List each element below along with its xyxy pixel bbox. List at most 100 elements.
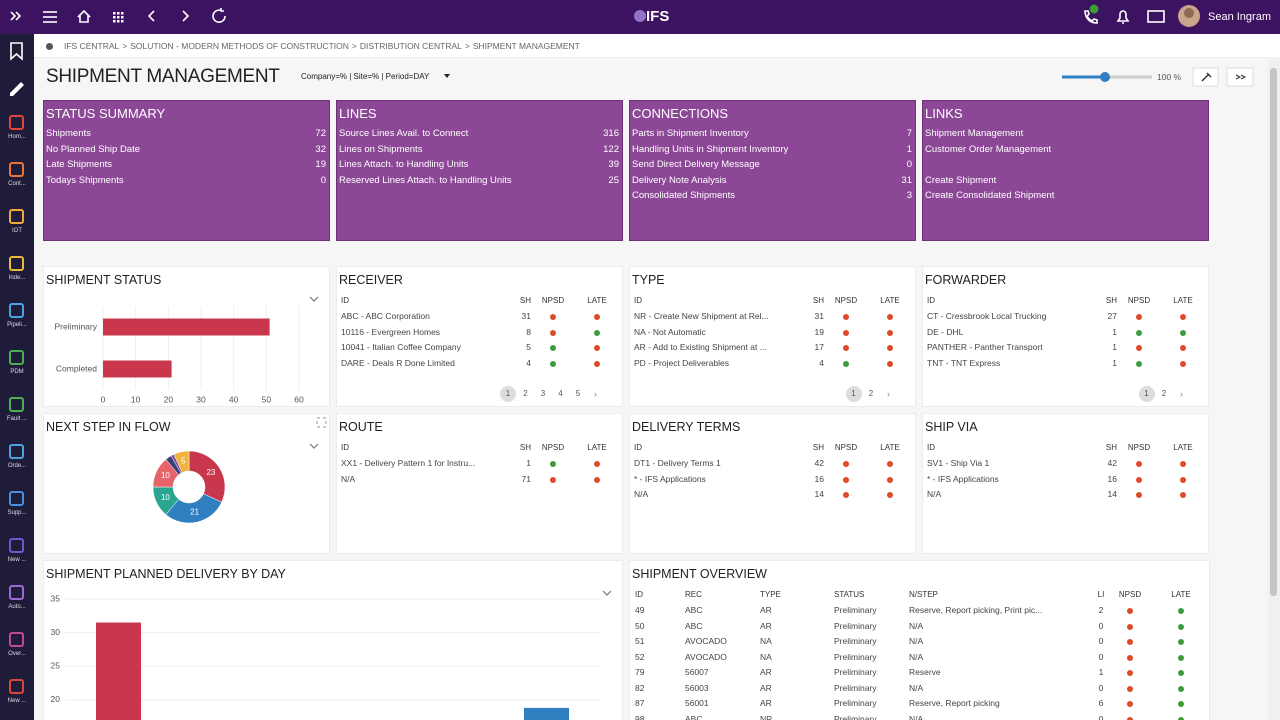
breadcrumb-item[interactable]: SOLUTION - MODERN METHODS OF CONSTRUCTIO… [130, 41, 349, 51]
tile-row-value[interactable]: 32 [315, 143, 326, 155]
sidebar-label[interactable]: IOT [12, 228, 22, 234]
tile-row-value[interactable]: 122 [603, 143, 619, 155]
sidebar-label[interactable]: Pipeli... [7, 322, 27, 328]
row-id[interactable]: N/A [634, 489, 649, 499]
tile-row-value[interactable]: 19 [315, 159, 326, 170]
row-id[interactable]: * - IFS Applications [927, 473, 999, 484]
row-id[interactable]: PD - Project Deliverables [634, 357, 729, 368]
tile-row-label[interactable]: Send Direct Delivery Message [632, 159, 760, 170]
page-button[interactable]: 1 [1138, 386, 1155, 402]
tile-row-label[interactable]: Todays Shipments [46, 174, 124, 186]
breadcrumb-item[interactable]: IFS CENTRAL [64, 41, 120, 51]
page-button[interactable]: 3 [540, 389, 546, 398]
sidebar-icon[interactable] [9, 491, 24, 506]
card-button[interactable] [1147, 10, 1165, 23]
sidebar-label[interactable]: Over... [8, 651, 26, 657]
cell[interactable]: 82 [635, 682, 645, 693]
refresh-button[interactable] [212, 8, 226, 23]
row-id[interactable]: PANTHER - Panther Transport [927, 342, 1043, 352]
scrollbar-thumb[interactable] [1270, 68, 1277, 596]
tile-row-label[interactable]: No Planned Ship Date [46, 143, 141, 155]
sidebar-icon[interactable] [9, 585, 24, 600]
page-button[interactable]: 1 [500, 386, 516, 402]
cell[interactable]: 79 [635, 667, 645, 677]
row-id[interactable]: N/A [341, 473, 356, 484]
row-id[interactable]: SV1 - Ship Via 1 [927, 458, 990, 468]
sidebar-icon[interactable] [9, 538, 24, 553]
sidebar-icon[interactable] [9, 162, 24, 177]
page-button[interactable]: 5 [575, 389, 581, 398]
tile-row-value[interactable]: 39 [608, 159, 619, 170]
bookmark-button[interactable] [10, 42, 23, 61]
tile-link[interactable]: Customer Order Management [925, 143, 1052, 155]
sidebar-label[interactable]: Cont... [8, 181, 26, 187]
tile-row-value[interactable]: 7 [906, 128, 912, 139]
next-page[interactable]: › [887, 389, 890, 399]
tile-row-value[interactable]: 25 [608, 174, 619, 186]
tile-link[interactable]: Shipment Management [925, 128, 1024, 139]
row-id[interactable]: DARE - Deals R Done Limited [341, 357, 455, 368]
phone-button[interactable] [1084, 10, 1098, 24]
sidebar-icon[interactable] [9, 350, 24, 365]
tile-row-label[interactable]: Reserved Lines Attach. to Handling Units [339, 174, 512, 186]
row-id[interactable]: DT1 - Delivery Terms 1 [634, 458, 721, 468]
cell[interactable]: 51 [635, 636, 645, 646]
zoom-knob[interactable] [1100, 72, 1110, 82]
page-button[interactable]: 2 [1161, 389, 1167, 398]
page-button[interactable]: 2 [868, 389, 874, 398]
tile-row-value[interactable]: 3 [906, 190, 912, 201]
tile-link[interactable]: Create Consolidated Shipment [925, 190, 1055, 201]
sidebar-label[interactable]: Inde... [8, 275, 26, 281]
row-id[interactable]: CT - Cressbrook Local Trucking [927, 311, 1047, 321]
row-id[interactable]: DE - DHL [927, 326, 964, 337]
back-button[interactable] [147, 10, 155, 22]
sidebar-label[interactable]: PDM [10, 369, 24, 375]
cell[interactable]: 98 [635, 713, 645, 720]
sidebar-icon[interactable] [9, 679, 24, 694]
cell[interactable]: 50 [635, 620, 645, 631]
forward-button[interactable] [182, 10, 190, 22]
row-id[interactable]: * - IFS Applications [634, 473, 706, 484]
row-id[interactable]: TNT - TNT Express [927, 357, 1001, 368]
row-id[interactable]: ABC - ABC Corporation [341, 311, 430, 321]
tile-row-value[interactable]: 316 [603, 128, 619, 139]
cell[interactable]: 87 [635, 698, 645, 708]
edit-button[interactable] [10, 82, 24, 96]
sidebar-icon[interactable] [9, 209, 24, 224]
tile-row-value[interactable]: 1 [906, 143, 912, 155]
tile-row-value[interactable]: 0 [906, 159, 912, 170]
home-dot[interactable] [46, 42, 53, 50]
cell[interactable]: 49 [635, 605, 645, 615]
row-id[interactable]: NR - Create New Shipment at Rel... [634, 311, 769, 321]
sidebar-icon[interactable] [9, 256, 24, 271]
row-id[interactable]: 10041 - Italian Coffee Company [341, 342, 461, 352]
notifications-button[interactable] [1116, 10, 1130, 24]
sidebar-icon[interactable] [9, 632, 24, 647]
tile-row-label[interactable]: Lines on Shipments [339, 143, 423, 155]
sidebar-icon[interactable] [9, 444, 24, 459]
page-button[interactable]: 2 [523, 389, 528, 398]
page-button[interactable]: 1 [845, 386, 862, 402]
row-id[interactable]: 10116 - Evergreen Homes [341, 326, 441, 337]
row-id[interactable]: XX1 - Delivery Pattern 1 for Instru... [341, 458, 476, 468]
tile-row-label[interactable]: Parts in Shipment Inventory [632, 128, 749, 139]
breadcrumb-item[interactable]: DISTRIBUTION CENTRAL [359, 41, 462, 51]
tile-row-label[interactable]: Consolidated Shipments [632, 190, 735, 201]
tile-row-label[interactable]: Shipments [46, 128, 91, 139]
cell[interactable]: 52 [635, 651, 645, 662]
tile-row-label[interactable]: Delivery Note Analysis [632, 174, 727, 186]
sidebar-label[interactable]: New ... [7, 557, 27, 563]
apps-button[interactable] [113, 12, 124, 23]
next-page[interactable]: › [594, 389, 597, 399]
sidebar-label[interactable]: Auto... [8, 604, 26, 610]
expand-icon[interactable] [15, 11, 22, 21]
tile-row-label[interactable]: Handling Units in Shipment Inventory [632, 143, 789, 155]
sidebar-icon[interactable] [9, 115, 24, 130]
home-button[interactable] [77, 9, 91, 23]
tile-row-label[interactable]: Lines Attach. to Handling Units [339, 159, 469, 170]
tile-row-label[interactable]: Late Shipments [46, 159, 113, 170]
next-page[interactable]: › [1180, 389, 1183, 399]
row-id[interactable]: NA - Not Automatic [634, 326, 706, 337]
sidebar-icon[interactable] [9, 303, 24, 318]
sidebar-label[interactable]: Hom... [8, 134, 26, 140]
